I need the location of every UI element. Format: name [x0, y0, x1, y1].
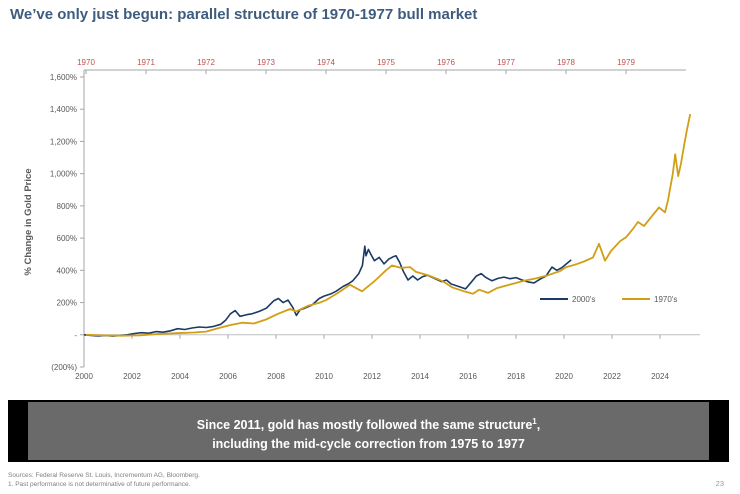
footer-disclaimer: 1. Past performance is not determinative…	[8, 481, 191, 488]
bottom-axis-label: 2002	[123, 372, 141, 381]
banner-line-2: including the mid-cycle correction from …	[212, 437, 525, 452]
legend-label: 1970's	[654, 295, 677, 304]
top-axis-label: 1970	[77, 58, 95, 67]
y-axis-label: 400%	[57, 266, 77, 275]
page-number: 23	[715, 479, 724, 488]
bottom-axis-label: 2006	[219, 372, 237, 381]
y-axis-label: 1,400%	[50, 105, 77, 114]
bottom-axis-label: 2022	[603, 372, 621, 381]
footer-sources: Sources: Federal Reserve St. Louis, Incr…	[8, 472, 200, 479]
top-axis-label: 1971	[137, 58, 155, 67]
top-axis-label: 1972	[197, 58, 215, 67]
bottom-axis-label: 2000	[75, 372, 93, 381]
bottom-axis-label: 2012	[363, 372, 381, 381]
y-axis-title: % Change in Gold Price	[23, 168, 34, 275]
top-axis-label: 1974	[317, 58, 335, 67]
y-axis-label: 200%	[57, 299, 77, 308]
top-axis-label: 1979	[617, 58, 635, 67]
bottom-axis-label: 2004	[171, 372, 189, 381]
y-axis-label: 1,200%	[50, 137, 77, 146]
banner-line-1: Since 2011, gold has mostly followed the…	[28, 412, 709, 435]
series-line-1970s	[85, 113, 692, 337]
banner-text-1: Since 2011, gold has mostly followed the…	[196, 418, 533, 433]
footer: Sources: Federal Reserve St. Louis, Incr…	[8, 471, 200, 489]
banner: Since 2011, gold has mostly followed the…	[8, 400, 729, 462]
chart-svg: 1970 1971 1972 1973 1974 1975 1976 1977 1978 1979…	[23, 58, 700, 381]
y-axis-label: -	[74, 331, 77, 340]
y-axis-label: (200%)	[51, 363, 77, 372]
bottom-axis-label: 2014	[411, 372, 429, 381]
y-axis-label: 600%	[57, 234, 77, 243]
top-axis-label: 1976	[437, 58, 455, 67]
bottom-axis-label: 2010	[315, 372, 333, 381]
y-axis-label: 800%	[57, 202, 77, 211]
bottom-axis-label: 2018	[507, 372, 525, 381]
banner-text-1-end: ,	[536, 418, 541, 433]
bottom-axis-label: 2008	[267, 372, 285, 381]
top-axis-label: 1977	[497, 58, 515, 67]
page-title: We’ve only just begun: parallel structur…	[10, 6, 478, 23]
y-axis-label: 1,000%	[50, 170, 77, 179]
y-axis-label: 1,600%	[50, 73, 77, 82]
bottom-axis-label: 2024	[651, 372, 669, 381]
legend-label: 2000's	[572, 295, 595, 304]
top-axis-label: 1975	[377, 58, 395, 67]
series-line-2000s	[83, 245, 572, 337]
bottom-axis-label: 2016	[459, 372, 477, 381]
top-axis-label: 1973	[257, 58, 275, 67]
banner-footnote-marker: 1	[532, 417, 537, 426]
top-axis-label: 1978	[557, 58, 575, 67]
bottom-axis-label: 2020	[555, 372, 573, 381]
chart-area: 1970 1971 1972 1973 1974 1975 1976 1977 1978 1979…	[0, 50, 740, 395]
